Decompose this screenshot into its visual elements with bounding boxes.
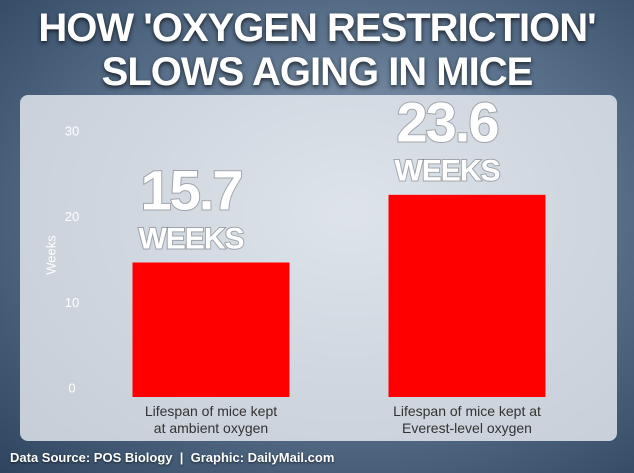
value-unit: WEEKS	[394, 155, 499, 188]
chart-title: HOW 'OXYGEN RESTRICTION' SLOWS AGING IN …	[38, 6, 596, 94]
source: Data Source: POS Biology | Graphic: Dail…	[10, 450, 335, 465]
bar	[132, 262, 290, 397]
bar	[388, 194, 546, 397]
y-tick-label: 20	[65, 209, 79, 224]
value-label: 15.7	[141, 158, 242, 221]
y-tick-label: 10	[65, 295, 79, 310]
x-tick-label: Lifespan of mice kept at ambient oxygen	[144, 403, 278, 436]
value-unit: WEEKS	[138, 222, 243, 255]
y-axis-label: Weeks	[43, 235, 58, 275]
x-tick-label: Lifespan of mice kept at Everest-level o…	[393, 403, 541, 436]
y-tick-label: 30	[65, 123, 79, 138]
value-label: 23.6	[397, 91, 499, 154]
y-tick-label: 0	[68, 380, 75, 395]
